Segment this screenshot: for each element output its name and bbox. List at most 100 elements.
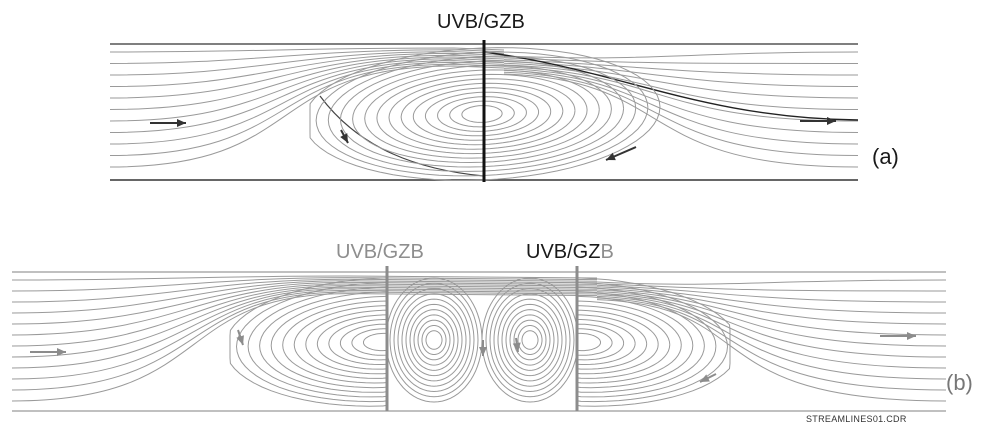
streamline-inflow [109, 56, 505, 110]
streamline-highlight [483, 51, 859, 121]
streamline-inflow [109, 61, 505, 145]
streamline-outflow [596, 286, 947, 314]
recirculation-loop [576, 328, 613, 356]
streamline-outflow [596, 283, 947, 292]
flow-arrow-loop-head [479, 347, 487, 356]
panel-b-streamlines [11, 266, 947, 412]
flow-arrow-loop-head [700, 374, 710, 382]
flow-arrow-loop-head [512, 342, 521, 352]
recirculation-loop [513, 319, 547, 361]
streamline-outflow [503, 73, 859, 168]
recirculation-loop [437, 96, 527, 132]
streamline-inflow [11, 277, 598, 292]
recirculation-loop [363, 332, 388, 352]
recirculation-loop [401, 298, 467, 382]
recirculation-loop [509, 314, 551, 366]
streamline-outflow [596, 284, 947, 303]
recirculation-loop [413, 314, 455, 366]
flow-arrow-in-head [177, 119, 186, 127]
recirculation-loop [409, 309, 459, 371]
recirculation-loop [315, 51, 649, 177]
recirculation-loop [417, 319, 451, 361]
panel-a-streamlines [109, 40, 859, 182]
recirculation-loop [505, 309, 555, 371]
streamline-inflow [109, 63, 505, 156]
recirculation-loop [424, 91, 540, 137]
recirculation-loop [389, 282, 479, 398]
streamline-inflow [11, 281, 598, 325]
streamline-inflow [11, 278, 598, 303]
streamline-outflow [596, 295, 947, 380]
recirculation-loop [517, 325, 543, 355]
streamline-outflow [596, 279, 947, 285]
recirculation-loop [400, 82, 564, 146]
recirculation-loop [235, 281, 388, 403]
streamline-inflow [109, 51, 505, 76]
recirculation-loop [521, 330, 539, 350]
recirculation-loop [376, 73, 588, 155]
recirculation-loop [386, 277, 483, 403]
barrier-label-b-right-suffix: B [600, 241, 614, 263]
streamline-outflow [503, 57, 859, 65]
barrier-label-b-right-main: UVB/GZ [526, 241, 601, 263]
recirculation-loop [421, 325, 447, 355]
barrier-label-a: UVB/GZB [437, 11, 525, 33]
recirculation-loop [388, 78, 576, 150]
flow-arrow-out-head [907, 332, 916, 340]
flow-arrow-loop-head [340, 133, 348, 143]
streamline-outflow [503, 51, 859, 59]
panel-label-b: (b) [946, 370, 973, 395]
streamline-inflow [11, 280, 598, 314]
panel-label-a: (a) [872, 144, 899, 169]
recirculation-loop [493, 293, 567, 387]
streamline-inflow [11, 285, 598, 347]
recirculation-loop [405, 303, 463, 377]
recirculation-loop [393, 287, 475, 393]
recirculation-loop [328, 319, 388, 365]
recirculation-loop [351, 328, 388, 356]
recirculation-loop [485, 282, 575, 398]
streamline-outflow [503, 69, 859, 145]
streamline-inflow [109, 47, 505, 53]
streamline-outflow [503, 64, 859, 110]
streamline-outflow [596, 299, 947, 402]
streamline-outflow [596, 294, 947, 369]
streamline-outflow [503, 68, 859, 133]
streamline-inflow [109, 52, 505, 87]
recirculation-loop [327, 56, 637, 172]
recirculation-loop [309, 47, 661, 181]
flow-arrow-out-head [827, 117, 836, 125]
streamline-inflow [11, 275, 598, 281]
recirculation-loop [576, 332, 601, 352]
streamline-outflow [503, 66, 859, 122]
streamline-outflow [503, 71, 859, 156]
flow-arrow-loop-head [606, 152, 616, 161]
recirculation-loop [489, 287, 571, 393]
streamline-inflow [11, 291, 598, 391]
streamline-outflow [596, 292, 947, 358]
flow-arrow-loop-head [236, 335, 244, 345]
streamline-outflow [503, 59, 859, 76]
recirculation-loop [449, 100, 515, 128]
recirculation-loop [397, 293, 471, 387]
streamline-outflow [596, 289, 947, 336]
recirculation-loop [352, 64, 612, 164]
streamline-inflow [109, 58, 505, 122]
file-name: STREAMLINES01.CDR [806, 414, 907, 424]
streamline-inflow [11, 288, 598, 369]
flow-arrow-in-head [57, 348, 66, 356]
barrier-label-b-right: UVB/GZB [526, 242, 614, 262]
streamline-inflow [11, 286, 598, 358]
streamline-inflow [109, 54, 505, 99]
recirculation-loop [425, 330, 443, 350]
recirculation-loop [339, 60, 625, 168]
streamline-outflow [596, 287, 947, 325]
recirculation-loop [364, 69, 600, 159]
streamline-inflow [109, 49, 505, 64]
streamline-outflow [596, 297, 947, 391]
streamline-inflow [11, 283, 598, 336]
streamline-inflow [11, 293, 598, 402]
streamline-inflow [109, 65, 505, 168]
streamline-inflow [11, 289, 598, 380]
